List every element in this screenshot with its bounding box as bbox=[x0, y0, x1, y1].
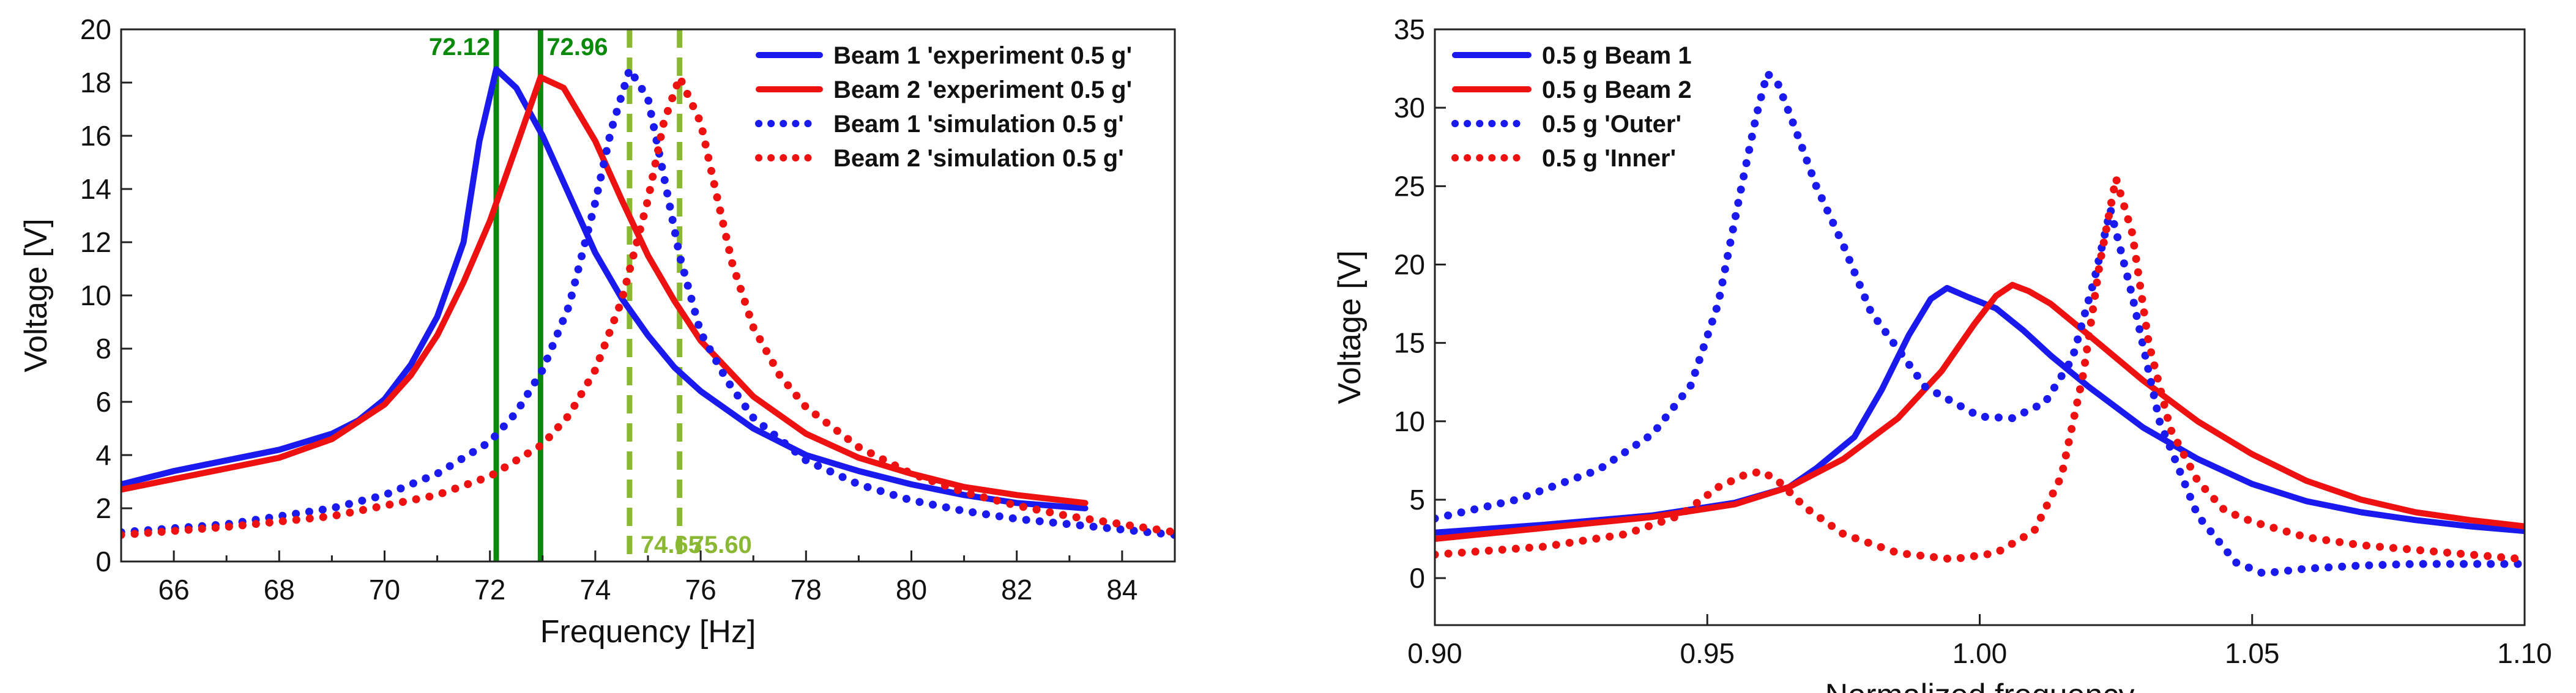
marker-label: 72.12 bbox=[429, 34, 490, 61]
y-tick-label: 8 bbox=[95, 333, 111, 365]
y-tick-label: 12 bbox=[80, 226, 111, 258]
x-tick-label: 84 bbox=[1106, 574, 1137, 606]
x-tick-label: 66 bbox=[158, 574, 190, 606]
y-tick-label: 30 bbox=[1394, 92, 1425, 124]
x-tick-label: 68 bbox=[264, 574, 295, 606]
y-tick-label: 10 bbox=[1394, 406, 1425, 437]
y-tick-label: 25 bbox=[1394, 170, 1425, 202]
y-tick-label: 2 bbox=[95, 492, 111, 524]
legend: 0.5 g Beam 1 0.5 g Beam 2 0.5 g 'Outer' 0.5… bbox=[1451, 42, 1692, 172]
x-tick-label: 1.10 bbox=[2497, 637, 2552, 669]
y-axis-label: Voltage [V] bbox=[18, 218, 54, 372]
x-tick-label: 82 bbox=[1001, 574, 1032, 606]
x-tick-label: 1.00 bbox=[1952, 637, 2008, 669]
series-line-3 bbox=[121, 65, 1175, 539]
marker-label: 72.96 bbox=[546, 34, 608, 61]
series-line-1 bbox=[1435, 284, 2525, 536]
series-line-2 bbox=[1435, 281, 2525, 542]
legend-label: 0.5 g Beam 2 bbox=[1542, 76, 1692, 103]
series-group bbox=[121, 65, 1175, 539]
y-tick-label: 18 bbox=[80, 67, 111, 98]
x-tick-label: 0.95 bbox=[1680, 637, 1735, 669]
x-tick-label: 74 bbox=[579, 574, 611, 606]
series-line-4 bbox=[121, 73, 1175, 539]
legend-label: 0.5 g Beam 1 bbox=[1542, 42, 1692, 69]
y-tick-label: 5 bbox=[1409, 484, 1425, 516]
right-chart: 0.90 0.95 1.00 1.05 1.10 0 5 10 15 20 25 30 35 Normal… bbox=[1332, 13, 2552, 693]
x-tick-label: 80 bbox=[896, 574, 927, 606]
series-line-2 bbox=[121, 74, 1089, 506]
x-axis-label: Frequency [Hz] bbox=[540, 614, 756, 650]
y-tick-label: 15 bbox=[1394, 327, 1425, 359]
series-line-4 bbox=[1435, 174, 2525, 563]
y-tick-label: 0 bbox=[95, 546, 111, 577]
y-tick-label: 6 bbox=[95, 386, 111, 418]
y-tick-label: 16 bbox=[80, 120, 111, 152]
legend: Beam 1 'experiment 0.5 g' Beam 2 'experim… bbox=[755, 42, 1132, 172]
x-tick-label: 1.05 bbox=[2225, 637, 2280, 669]
y-tick-label: 0 bbox=[1409, 562, 1425, 594]
y-axis-label: Voltage [V] bbox=[1332, 250, 1368, 404]
y-tick-label: 4 bbox=[95, 439, 111, 471]
legend-label: Beam 2 'experiment 0.5 g' bbox=[833, 76, 1132, 103]
legend-label: Beam 1 'simulation 0.5 g' bbox=[833, 111, 1124, 138]
x-tick-label: 72 bbox=[474, 574, 505, 606]
series-line-1 bbox=[121, 66, 1089, 511]
legend-label: Beam 1 'experiment 0.5 g' bbox=[833, 42, 1132, 69]
legend-label: 0.5 g 'Inner' bbox=[1542, 145, 1676, 172]
x-tick-label: 78 bbox=[791, 574, 822, 606]
y-tick-label: 14 bbox=[80, 173, 111, 205]
legend-label: Beam 2 'simulation 0.5 g' bbox=[833, 145, 1124, 172]
y-tick-label: 20 bbox=[80, 13, 111, 45]
legend-label: 0.5 g 'Outer' bbox=[1542, 111, 1681, 138]
x-tick-label: 70 bbox=[369, 574, 400, 606]
y-tick-label: 10 bbox=[80, 280, 111, 311]
x-axis-label: Normalized frequency bbox=[1825, 678, 2135, 693]
x-tick-label: 0.90 bbox=[1407, 637, 1462, 669]
x-tick-label: 76 bbox=[685, 574, 717, 606]
series-group bbox=[1435, 69, 2525, 577]
y-tick-label: 35 bbox=[1394, 13, 1425, 45]
marker-label: 74.65 bbox=[641, 532, 702, 558]
y-tick-label: 20 bbox=[1394, 248, 1425, 280]
plot-frame bbox=[120, 28, 1176, 563]
